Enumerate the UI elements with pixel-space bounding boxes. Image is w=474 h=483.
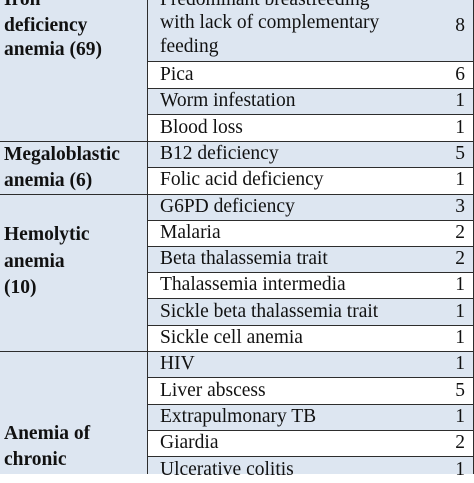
category-column-bg (0, 0, 148, 474)
count-cell: 1 (455, 406, 465, 427)
row-bg-giardia (148, 430, 474, 456)
count-cell: 1 (455, 327, 465, 348)
cause-cell: Liver abscess (160, 380, 266, 401)
count-cell: 1 (455, 459, 465, 480)
row-bg-sickle-beta (148, 299, 474, 325)
row-divider (148, 298, 474, 299)
category-label: Megaloblastic (4, 144, 120, 165)
category-label: Hemolytic (4, 224, 90, 245)
row-bg-hiv (148, 351, 474, 378)
count-cell: 5 (455, 380, 465, 401)
row-bg-g6pd (148, 194, 474, 220)
row-divider (148, 88, 474, 89)
category-divider (0, 351, 474, 352)
row-bg-colitis (148, 457, 474, 474)
category-label: anemia (6) (4, 170, 93, 191)
row-divider (148, 114, 474, 115)
row-divider (148, 220, 474, 221)
category-label: chronic (4, 449, 67, 470)
column-divider-left (147, 0, 148, 474)
row-bg-b12 (148, 141, 474, 168)
cause-cell: Predominant breastfeeding (160, 0, 370, 13)
cause-cell: Extrapulmonary TB (160, 406, 317, 427)
category-label: deficiency (4, 15, 88, 36)
row-bg-breastfeeding (148, 0, 474, 61)
cause-cell: Pica (160, 64, 194, 85)
category-label: anemia (4, 251, 65, 272)
count-cell: 2 (455, 432, 465, 453)
row-divider (148, 456, 474, 457)
row-divider (148, 246, 474, 247)
cause-cell: Giardia (160, 432, 219, 453)
row-bg-thal-int (148, 273, 474, 299)
cause-cell: B12 deficiency (160, 143, 279, 164)
cause-cell: Folic acid deficiency (160, 169, 324, 190)
category-label: Anemia of (4, 423, 91, 444)
row-divider (148, 404, 474, 405)
count-cell: 1 (455, 301, 465, 322)
row-divider (148, 325, 474, 326)
count-cell: 3 (455, 196, 465, 217)
row-bg-worm (148, 89, 474, 115)
row-bg-pica (148, 62, 474, 88)
category-label: anemia (69) (4, 39, 103, 60)
count-cell: 1 (455, 117, 465, 138)
category-label: Iron (4, 0, 41, 13)
count-cell: 8 (455, 15, 465, 36)
cause-cell: with lack of complementary (160, 12, 380, 33)
row-divider (148, 377, 474, 378)
cause-cell: Malaria (160, 222, 221, 243)
count-cell: 6 (455, 64, 465, 85)
cause-cell: G6PD deficiency (160, 196, 295, 217)
cause-cell: Sickle cell anemia (160, 327, 303, 348)
count-cell: 5 (455, 143, 465, 164)
row-bg-liver (148, 378, 474, 404)
cause-cell: Thalassemia intermedia (160, 274, 346, 295)
row-divider (148, 272, 474, 273)
category-divider (0, 194, 474, 195)
row-bg-bloodloss (148, 115, 474, 141)
category-label: (10) (4, 277, 37, 298)
cause-cell: Sickle beta thalassemia trait (160, 301, 379, 322)
cause-cell: HIV (160, 353, 195, 374)
row-bg-tb (148, 404, 474, 430)
category-divider (0, 141, 474, 142)
count-cell: 1 (455, 169, 465, 190)
count-cell: 2 (455, 248, 465, 269)
row-bg-folic (148, 168, 474, 194)
row-divider (148, 167, 474, 168)
cause-cell: Beta thalassemia trait (160, 248, 328, 269)
cause-cell: Blood loss (160, 117, 243, 138)
cause-cell: Worm infestation (160, 90, 296, 111)
row-bg-sickle-cell (148, 325, 474, 351)
row-bg-beta (148, 246, 474, 273)
row-bg-malaria (148, 220, 474, 246)
count-cell: 1 (455, 90, 465, 111)
count-cell: 2 (455, 222, 465, 243)
cause-cell: Ulcerative colitis (160, 459, 294, 480)
row-divider (148, 61, 474, 62)
count-cell: 1 (455, 274, 465, 295)
cause-cell: feeding (160, 36, 219, 57)
row-divider (148, 430, 474, 431)
count-cell: 1 (455, 353, 465, 374)
